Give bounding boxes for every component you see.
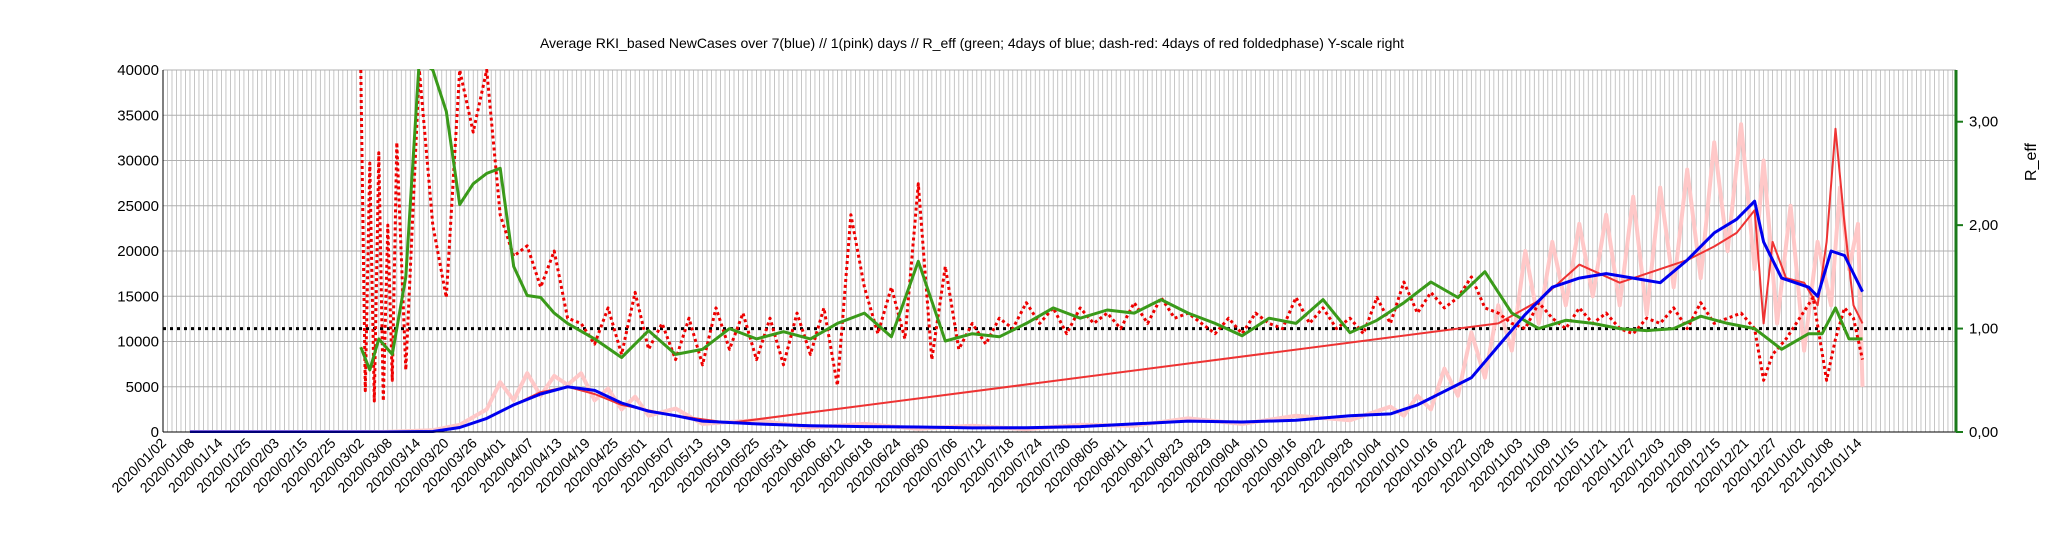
y-tick-label: 20000 <box>117 243 159 260</box>
y-tick-label: 15000 <box>117 288 159 305</box>
x-axis-ticks: 2020/01/022020/01/082020/01/142020/01/25… <box>108 435 1865 496</box>
y-tick-label: 25000 <box>117 198 159 215</box>
series-layer <box>190 69 1865 433</box>
series-avg7-line <box>190 199 1864 433</box>
y2-tick-label: 0,00 <box>1969 424 1998 441</box>
y2-tick-label: 2,00 <box>1969 217 1998 234</box>
series-avg_red-line <box>486 127 1864 424</box>
y-tick-label: 40000 <box>117 62 159 79</box>
y-tick-label: 30000 <box>117 153 159 170</box>
axes <box>162 70 1958 433</box>
y2-tick-label: 1,00 <box>1969 321 1998 338</box>
y2-axis-label: R_eff <box>2023 142 2040 181</box>
y2-axis-ticks: 0,00 1,00 2,00 3,00 <box>1956 114 1998 441</box>
y-tick-label: 35000 <box>117 107 159 124</box>
y-axis-ticks: 0 5000 10000 15000 20000 25000 30000 35000 40000 <box>117 62 159 441</box>
y-tick-label: 0 <box>151 424 159 441</box>
y-tick-label: 10000 <box>117 334 159 351</box>
y2-tick-label: 3,00 <box>1969 114 1998 131</box>
y-tick-label: 5000 <box>126 379 159 396</box>
chart-title: Average RKI_based NewCases over 7(blue) … <box>540 35 1404 51</box>
series-daily-line <box>190 122 1865 433</box>
series-reff-line <box>359 69 1863 372</box>
grid <box>162 69 1956 433</box>
